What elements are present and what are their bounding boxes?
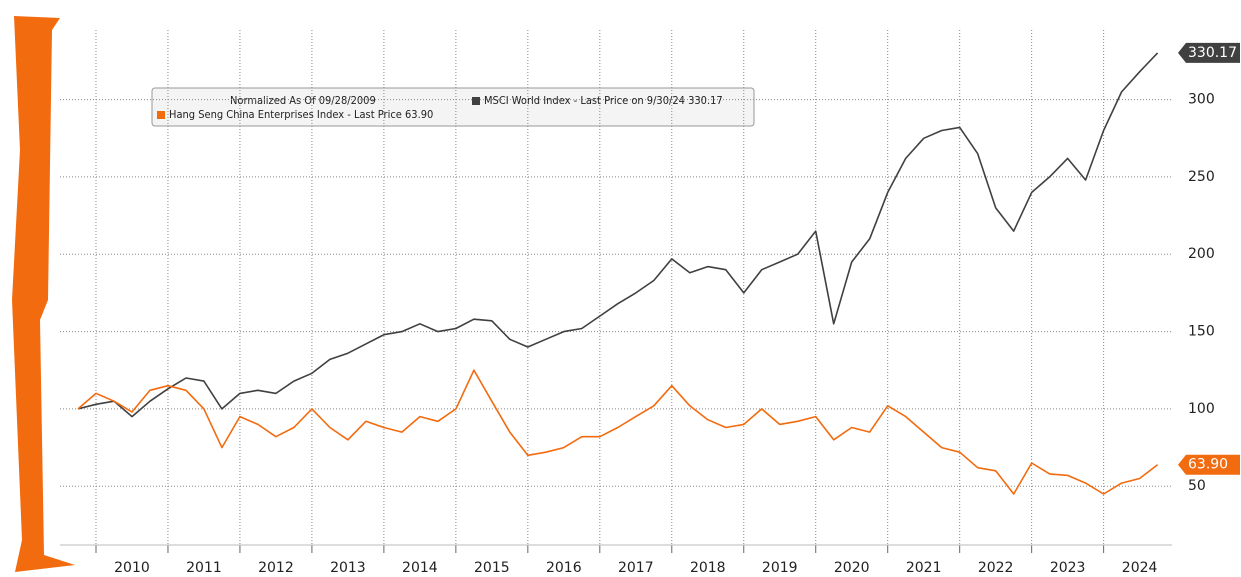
legend: MSCI World Index - Last Price on 9/30/24… — [157, 94, 723, 121]
brush-decoration — [12, 16, 75, 572]
x-tick-label: 2018 — [690, 560, 726, 576]
x-tick-label: 2013 — [330, 560, 366, 576]
x-tick-label: 2019 — [762, 560, 798, 576]
x-tick-label: 2023 — [1050, 560, 1086, 576]
x-tick-label: 2012 — [258, 560, 294, 576]
legend-swatch — [157, 111, 165, 119]
legend-label: Hang Seng China Enterprises Index - Last… — [169, 108, 433, 121]
series-line — [77, 52, 1159, 418]
end-label: 330.17 — [1188, 45, 1237, 61]
series-line — [77, 369, 1159, 495]
x-tick-label: 2024 — [1122, 560, 1158, 576]
x-tick-label: 2017 — [618, 560, 654, 576]
end-label: 63.90 — [1188, 457, 1228, 473]
y-tick-label: 300 — [1188, 92, 1215, 108]
legend-title: Normalized As Of 09/28/2009 — [230, 94, 376, 107]
y-tick-label: 250 — [1188, 169, 1215, 185]
x-tick-label: 2016 — [546, 560, 582, 576]
legend-box — [151, 87, 755, 127]
y-tick-label: 50 — [1188, 478, 1206, 494]
x-tick-label: 2020 — [834, 560, 870, 576]
y-tick-label: 200 — [1188, 246, 1215, 262]
x-tick-label: 2022 — [978, 560, 1014, 576]
x-tick-label: 2010 — [114, 560, 150, 576]
legend-label: MSCI World Index - Last Price on 9/30/24… — [484, 94, 723, 107]
end-tag — [1178, 454, 1240, 475]
x-tick-label: 2011 — [186, 560, 222, 576]
end-tag — [1178, 42, 1240, 63]
y-tick-label: 150 — [1188, 324, 1215, 340]
x-tick-label: 2015 — [474, 560, 510, 576]
x-tick-label: 2014 — [402, 560, 438, 576]
y-tick-label: 100 — [1188, 401, 1215, 417]
legend-swatch — [472, 97, 480, 105]
x-tick-label: 2021 — [906, 560, 942, 576]
